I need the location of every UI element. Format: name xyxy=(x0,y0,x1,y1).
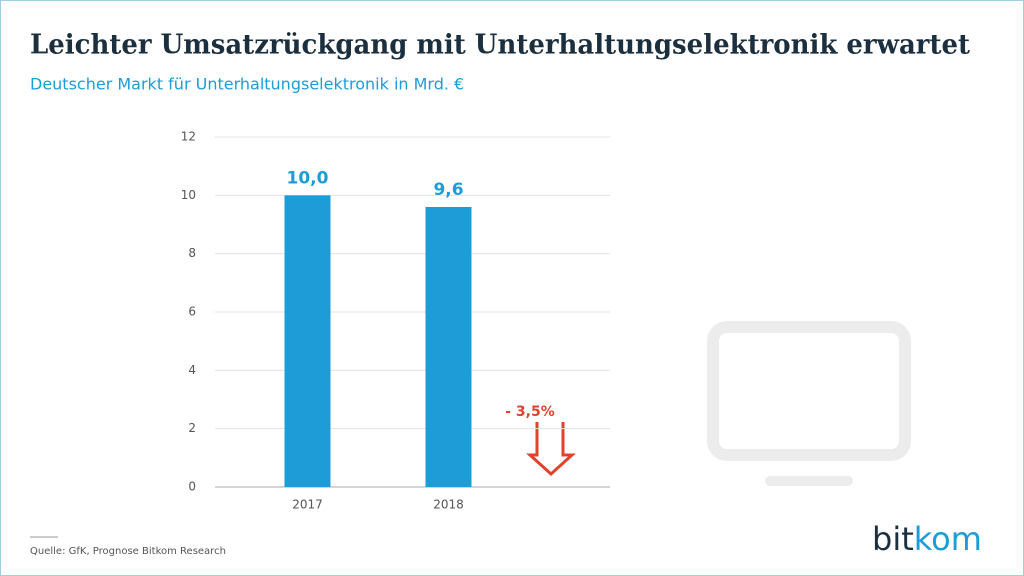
bar xyxy=(425,207,472,487)
monitor-icon xyxy=(707,321,911,486)
annotation: - 3,5% xyxy=(505,404,555,420)
bar xyxy=(284,195,331,488)
logo-part: bit xyxy=(872,520,914,558)
y-tick-label: 8 xyxy=(188,246,196,260)
y-tick-label: 10 xyxy=(181,188,196,202)
down-arrow xyxy=(526,422,576,477)
value-label: 9,6 xyxy=(433,180,463,200)
y-tick-label: 2 xyxy=(188,421,196,435)
logo: bitkom xyxy=(872,520,982,558)
y-tick-label: 6 xyxy=(188,305,196,319)
x-tick-label: 2017 xyxy=(292,498,323,512)
chart-title: Leichter Umsatzrückgang mit Unterhaltung… xyxy=(30,30,970,61)
y-tick-label: 4 xyxy=(188,363,196,377)
source: Quelle: GfK, Prognose Bitkom Research xyxy=(30,546,226,557)
chart-subtitle: Deutscher Markt für Unterhaltungselektro… xyxy=(30,75,464,94)
y-tick-label: 0 xyxy=(188,480,196,494)
logo-part: kom xyxy=(914,520,982,558)
y-tick-label: 12 xyxy=(181,130,196,144)
value-label: 10,0 xyxy=(287,168,329,188)
x-tick-label: 2018 xyxy=(433,498,464,512)
monitor-stand xyxy=(765,476,853,486)
monitor-screen xyxy=(707,321,911,461)
